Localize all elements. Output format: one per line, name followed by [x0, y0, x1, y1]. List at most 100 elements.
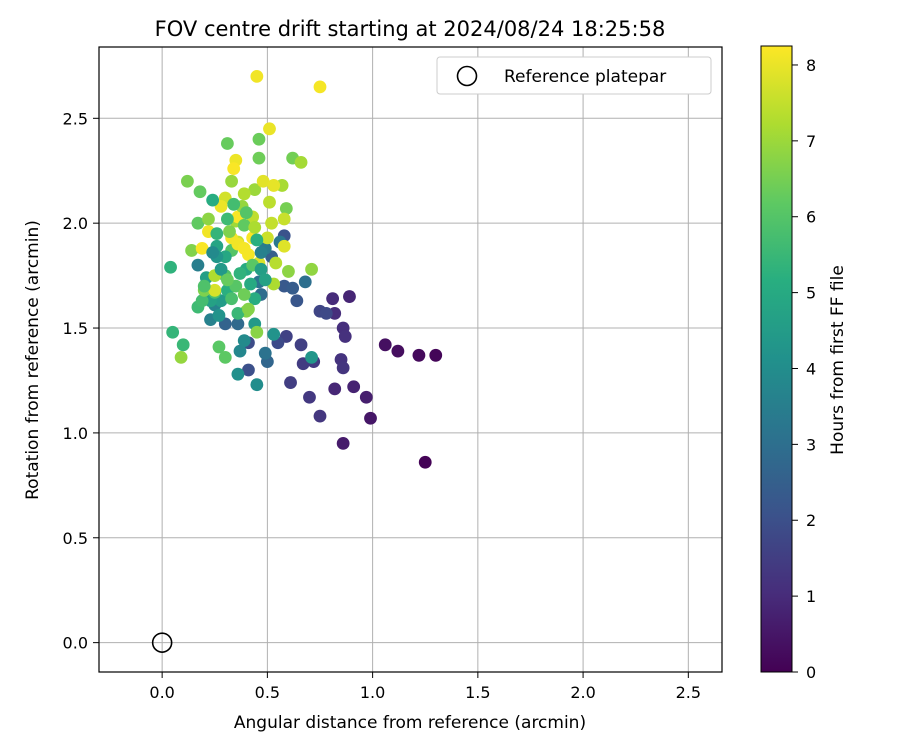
- data-point: [267, 327, 281, 341]
- data-point: [313, 80, 327, 94]
- data-point: [185, 244, 199, 257]
- data-point: [256, 174, 270, 188]
- data-point: [250, 69, 264, 83]
- data-point: [250, 378, 264, 392]
- legend-box: [436, 56, 712, 95]
- data-point: [242, 248, 255, 262]
- data-point: [244, 277, 257, 291]
- x-axis-label: Angular distance from reference (arcmin): [234, 713, 586, 733]
- data-point: [279, 202, 293, 215]
- data-point: [231, 367, 245, 381]
- data-point: [429, 348, 443, 362]
- data-point: [250, 233, 264, 247]
- y-axis-label: Rotation from reference (arcmin): [23, 220, 43, 500]
- data-point: [174, 351, 188, 364]
- data-point: [282, 265, 295, 278]
- colorbar-tick-label: 5: [806, 284, 816, 303]
- data-point: [237, 288, 251, 301]
- grid-lines: [99, 47, 722, 672]
- data-point: [250, 325, 264, 339]
- data-point: [242, 363, 255, 377]
- colorbar-tick-label: 2: [806, 511, 816, 530]
- data-point: [290, 294, 304, 308]
- data-point: [237, 218, 251, 232]
- data-point: [277, 239, 291, 253]
- data-point: [210, 227, 224, 241]
- data-point: [191, 216, 205, 230]
- y-tick-label: 1.0: [63, 424, 88, 443]
- data-point: [347, 380, 361, 394]
- data-point: [227, 162, 241, 176]
- legend-marker-icon: [456, 65, 478, 87]
- data-point: [239, 206, 253, 220]
- data-point: [269, 256, 283, 270]
- data-point: [176, 338, 190, 352]
- data-point: [336, 361, 350, 375]
- data-point: [225, 174, 238, 188]
- y-tick-label: 2.0: [63, 214, 88, 233]
- data-point: [166, 325, 180, 339]
- data-point: [212, 340, 226, 354]
- data-point: [343, 290, 356, 303]
- data-point: [364, 411, 377, 425]
- data-point: [286, 281, 300, 295]
- data-point: [164, 260, 177, 274]
- data-point: [206, 246, 220, 259]
- data-point: [277, 212, 291, 226]
- y-tick-label: 0.5: [63, 529, 88, 548]
- data-point: [237, 334, 251, 348]
- data-point: [267, 179, 281, 192]
- data-point: [254, 246, 268, 259]
- data-point: [284, 376, 297, 389]
- data-point: [220, 137, 234, 150]
- colorbar-tick-label: 4: [806, 359, 816, 378]
- colorbar: 0 1 2 3 4 5 6 7 8 Hours from first FF file: [760, 45, 848, 682]
- data-point: [237, 187, 251, 201]
- data-point: [195, 241, 209, 255]
- y-tick-label: 0.0: [63, 634, 88, 653]
- data-point: [252, 151, 266, 165]
- data-point: [338, 330, 352, 343]
- data-point: [303, 390, 316, 404]
- plot-frame: [98, 46, 723, 673]
- colorbar-label: Hours from first FF file: [828, 265, 848, 455]
- data-point: [263, 195, 276, 209]
- data-point: [263, 122, 276, 136]
- data-point: [233, 344, 247, 358]
- data-point: [378, 338, 392, 352]
- colorbar-tick-label: 6: [806, 208, 816, 227]
- data-point: [193, 185, 207, 199]
- x-tick-label: 1.0: [360, 683, 385, 702]
- data-point: [391, 344, 405, 358]
- colorbar-tick-label: 0: [806, 663, 816, 682]
- data-point: [412, 348, 426, 362]
- data-point: [294, 338, 308, 352]
- y-tick-label: 2.5: [63, 109, 88, 128]
- x-tick-label: 2.5: [676, 683, 701, 702]
- x-tick-label: 2.0: [570, 683, 595, 702]
- data-point: [258, 346, 272, 360]
- data-point: [208, 283, 222, 297]
- legend: Reference platepar: [436, 56, 712, 95]
- data-point: [231, 317, 245, 331]
- data-point: [326, 292, 340, 306]
- data-point: [248, 220, 262, 234]
- y-tick-label: 1.5: [63, 319, 88, 338]
- data-point: [212, 309, 226, 322]
- data-point: [252, 132, 266, 146]
- data-point: [313, 409, 327, 423]
- data-point: [418, 455, 432, 469]
- chart-title: FOV centre drift starting at 2024/08/24 …: [155, 17, 666, 41]
- data-point: [218, 351, 232, 364]
- data-point: [328, 382, 342, 396]
- data-point: [298, 275, 312, 289]
- data-point: [242, 302, 255, 316]
- data-point: [223, 225, 236, 238]
- reference-platepar-marker: [151, 632, 173, 653]
- data-point: [248, 183, 262, 197]
- data-point: [220, 212, 234, 226]
- data-point: [227, 197, 241, 211]
- colorbar-tick-label: 1: [806, 587, 816, 606]
- x-tick-label: 0.5: [255, 683, 280, 702]
- data-point: [180, 174, 194, 188]
